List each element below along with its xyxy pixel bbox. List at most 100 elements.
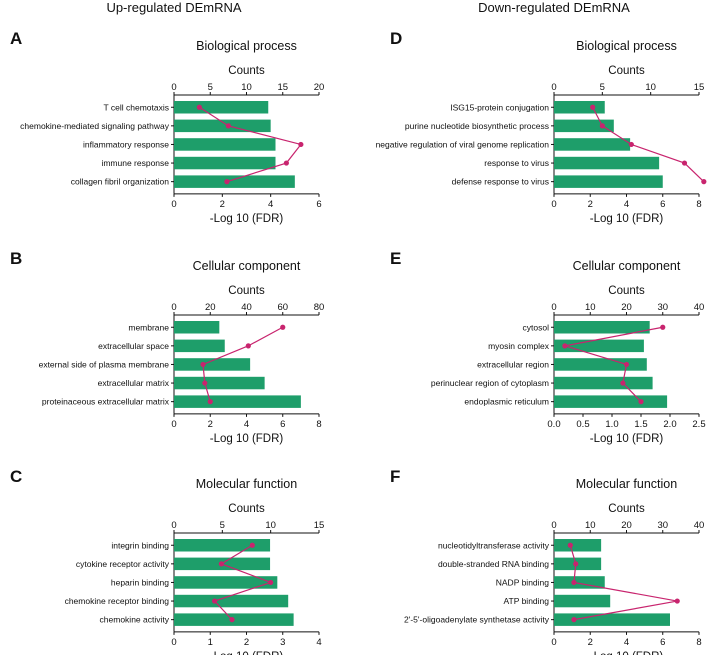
panel-e-category-label: cytosol [523, 322, 550, 332]
panel-b-category-label: proteinaceous extracellular matrix [42, 397, 170, 407]
panel-a-fdr-tick-label: 2 [220, 199, 225, 210]
panel-d-fdr-tick-label: 8 [696, 199, 701, 210]
panel-d-counts-point [590, 104, 596, 110]
panel-d-title: Biological process [576, 39, 677, 53]
panel-b-counts-point [202, 380, 208, 386]
panel-a-category-label: inflammatory response [83, 139, 169, 149]
panel-c: C Molecular function Counts 0 5 10 15 0 1 2 3 4 -Log… [10, 467, 324, 655]
panel-c-fdr-tick-label: 4 [316, 637, 321, 648]
panel-d-fdr-axis-title: -Log 10 (FDR) [590, 213, 664, 225]
panel-e-counts-axis-title: Counts [608, 285, 645, 297]
panel-f-fdr-tick-label: 6 [660, 637, 665, 648]
panel-b-counts-tick-label: 0 [171, 302, 176, 313]
panel-f-counts-tick-label: 0 [551, 520, 556, 531]
panel-e-fdr-tick-label: 0.5 [576, 419, 589, 430]
panel-e-counts-tick-label: 0 [551, 302, 556, 313]
panel-e-bar [554, 321, 650, 334]
panel-d-counts-point [701, 179, 707, 185]
panel-f-counts-point [573, 561, 579, 567]
panel-c-category-label: heparin binding [111, 577, 169, 587]
panel-a-bar [174, 156, 276, 170]
panel-d-category-label: defense response to virus [452, 177, 549, 187]
panel-f-bar [554, 594, 611, 608]
panel-e-category-label: perinuclear region of cytoplasm [431, 378, 549, 388]
panel-b-category-label: external side of plasma membrane [39, 359, 170, 369]
panel-b-bar [174, 376, 265, 390]
panel-b-letter: B [10, 249, 22, 268]
panel-e-fdr-tick-label: 2.0 [663, 419, 676, 430]
panel-a-category-label: immune response [101, 158, 169, 168]
panel-c-bar [174, 539, 271, 552]
panel-f-counts-point [571, 617, 577, 623]
panel-b-category-label: membrane [128, 322, 169, 332]
panel-a-fdr-axis-title: -Log 10 (FDR) [210, 213, 284, 225]
panel-a-fdr-tick-label: 0 [171, 199, 176, 210]
panel-e-counts-point [638, 399, 644, 405]
panel-a-category-label: chemokine-mediated signaling pathway [20, 121, 170, 131]
panel-e-counts-point [562, 343, 568, 349]
panel-c-fdr-tick-label: 3 [280, 637, 285, 648]
panel-c-category-label: integrin binding [111, 540, 169, 550]
panel-f-category-label: ATP binding [503, 596, 549, 606]
panel-e-counts-tick-label: 40 [694, 302, 705, 313]
panel-e-fdr-tick-label: 0.0 [547, 419, 560, 430]
panel-e-fdr-tick-label: 2.5 [692, 419, 705, 430]
panel-e-counts-point [623, 361, 630, 368]
panel-a-title: Biological process [196, 39, 297, 53]
panel-d-bar [554, 101, 605, 114]
panel-e-counts-point [620, 380, 626, 386]
panel-f-fdr-tick-label: 8 [696, 637, 701, 648]
panel-a-bar [174, 175, 295, 188]
panel-d-counts-tick-label: 0 [551, 82, 556, 93]
panel-c-title: Molecular function [196, 477, 297, 491]
panel-f-category-label: double-stranded RNA binding [438, 559, 549, 569]
panel-b-counts-point [280, 324, 286, 330]
panel-a-counts-tick-label: 10 [241, 82, 252, 93]
panel-a-counts-point [225, 123, 231, 129]
panel-f-letter: F [390, 467, 400, 486]
panel-e-counts-point [660, 324, 666, 330]
panel-c-counts-tick-label: 15 [314, 520, 325, 531]
panel-d-category-label: response to virus [484, 158, 549, 168]
panel-f-counts-tick-label: 40 [694, 520, 705, 531]
panel-d-counts-point [628, 141, 634, 148]
panel-f-fdr-tick-label: 2 [588, 637, 593, 648]
panel-c-fdr-axis-title: -Log 10 (FDR) [210, 651, 284, 655]
panel-b-counts-tick-label: 80 [314, 302, 325, 313]
panel-b-counts-point [245, 343, 251, 349]
panel-d-counts-tick-label: 15 [694, 82, 705, 93]
panel-f-fdr-tick-label: 4 [624, 637, 629, 648]
panel-d-counts-point [599, 123, 605, 129]
panel-b-fdr-axis-title: -Log 10 (FDR) [210, 433, 284, 445]
panel-f-category-label: nucleotidyltransferase activity [438, 540, 550, 550]
panel-f-counts-tick-label: 30 [657, 520, 668, 531]
panel-a-counts-tick-label: 15 [277, 82, 288, 93]
panel-a-counts-axis-title: Counts [228, 65, 265, 77]
panel-b-title: Cellular component [193, 259, 301, 273]
panel-a-fdr-tick-label: 6 [316, 199, 321, 210]
panel-e-bar [554, 376, 653, 390]
panel-f-category-label: 2'-5'-oligoadenylate synthetase activity [404, 615, 550, 625]
panel-b-bar [174, 339, 225, 353]
panel-f-category-label: NADP binding [496, 577, 550, 587]
panel-e-counts-tick-label: 30 [657, 302, 668, 313]
panel-c-bar [174, 594, 289, 608]
panel-b-counts-tick-label: 60 [277, 302, 288, 313]
panel-b-fdr-tick-label: 6 [280, 419, 285, 430]
panel-e-fdr-tick-label: 1.5 [634, 419, 647, 430]
panel-a-category-label: T cell chemotaxis [103, 102, 169, 112]
panel-f-counts-point [674, 598, 680, 604]
panel-a-bar [174, 101, 269, 114]
panel-d-letter: D [390, 29, 402, 48]
panel-c-letter: C [10, 467, 22, 486]
panel-f: F Molecular function Counts 0 10 20 30 40 0 2 4 6 8 -… [390, 467, 704, 655]
panel-b-counts-point [207, 399, 213, 405]
panel-e-bar [554, 358, 647, 371]
panel-e-bar [554, 395, 668, 408]
column-title-down: Down-regulated DEmRNA [478, 0, 630, 15]
panel-d-counts-tick-label: 10 [645, 82, 656, 93]
panel-a-counts-point [298, 141, 304, 148]
panel-e-category-label: extracellular region [477, 359, 549, 369]
